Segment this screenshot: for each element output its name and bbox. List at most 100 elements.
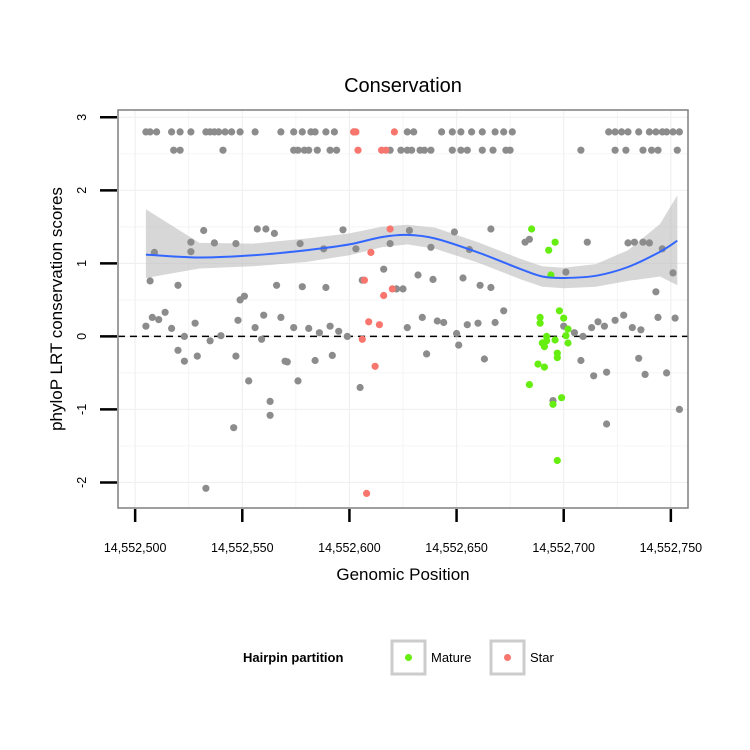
point-other [618,128,626,136]
point-other [652,128,660,136]
x-tick-label: 14,552,600 [318,541,381,555]
point-other [577,356,585,365]
point-other [168,128,176,136]
point-other [500,128,508,136]
point-other [562,268,570,276]
point-other [577,146,585,154]
point-other [639,146,647,154]
point-other [635,128,643,136]
point-mature [553,349,561,357]
point-mature [545,246,553,254]
point-other [669,128,677,136]
point-other [270,229,278,237]
point-mature [536,319,544,327]
point-other [153,128,161,136]
point-other [438,128,446,136]
point-other [459,274,467,282]
panel-border [117,109,689,509]
point-other [450,228,458,236]
point-other [399,285,407,293]
point-mature [549,400,557,408]
point-other [240,292,248,300]
point-mature [551,336,559,344]
point-other [440,318,448,327]
y-tick-label: 2 [75,187,89,194]
point-other [232,240,240,248]
point-other [588,324,596,332]
legend-key-mature [390,639,427,676]
point-mature [564,339,572,347]
point-other [335,327,343,335]
point-other [148,313,156,321]
point-other [322,283,330,292]
point-other [215,128,223,136]
point-other [457,146,465,154]
point-other [180,332,188,340]
legend-label-star: Star [530,650,555,665]
point-other [654,146,662,154]
point-other [380,265,388,273]
point-mature [562,332,570,340]
point-star [382,146,390,154]
point-other [480,355,488,363]
point-other [170,146,178,154]
point-mature [540,343,549,351]
point-other [305,146,313,154]
point-other [313,146,321,154]
point-other [590,372,598,380]
point-other [326,146,334,154]
point-other [333,146,341,154]
point-other [611,316,619,324]
point-other [146,128,154,136]
point-other [427,243,435,251]
point-other [603,368,611,376]
point-other [579,332,587,340]
point-other [191,319,199,327]
point-mature [528,225,536,233]
point-star [365,318,373,326]
point-other [326,322,334,330]
point-other [620,311,628,319]
point-other [155,316,163,324]
point-other [245,377,253,385]
point-other [266,411,274,419]
point-other [648,146,656,154]
point-other [491,128,499,136]
point-other [622,146,630,154]
point-other [630,238,639,246]
point-other [277,313,285,321]
point-other [463,146,471,154]
point-other [193,352,201,360]
point-other [397,146,405,154]
x-tick-label: 14,552,500 [104,541,167,555]
point-other [176,128,184,136]
point-star [380,291,388,300]
point-other [489,146,497,154]
point-star [386,225,394,233]
point-mature [525,381,534,389]
point-other [457,128,465,136]
legend-label-mature: Mature [431,650,471,665]
point-other [474,319,482,327]
point-other [478,128,486,136]
point-other [639,238,647,246]
point-mature [558,394,566,402]
point-other [487,283,495,292]
point-other [671,314,679,322]
point-other [386,240,394,248]
point-other [187,238,195,246]
point-star [352,128,360,136]
point-other [283,358,291,366]
point-other [168,324,176,332]
point-star [371,362,379,370]
point-other [403,324,411,332]
x-tick-label: 14,552,650 [425,541,488,555]
point-other [594,318,602,326]
point-other [146,277,154,285]
point-other [187,128,195,136]
legend-dot-star [504,654,511,661]
point-other [673,146,681,154]
point-other [206,337,214,345]
point-other [234,316,242,324]
point-other [298,128,306,136]
